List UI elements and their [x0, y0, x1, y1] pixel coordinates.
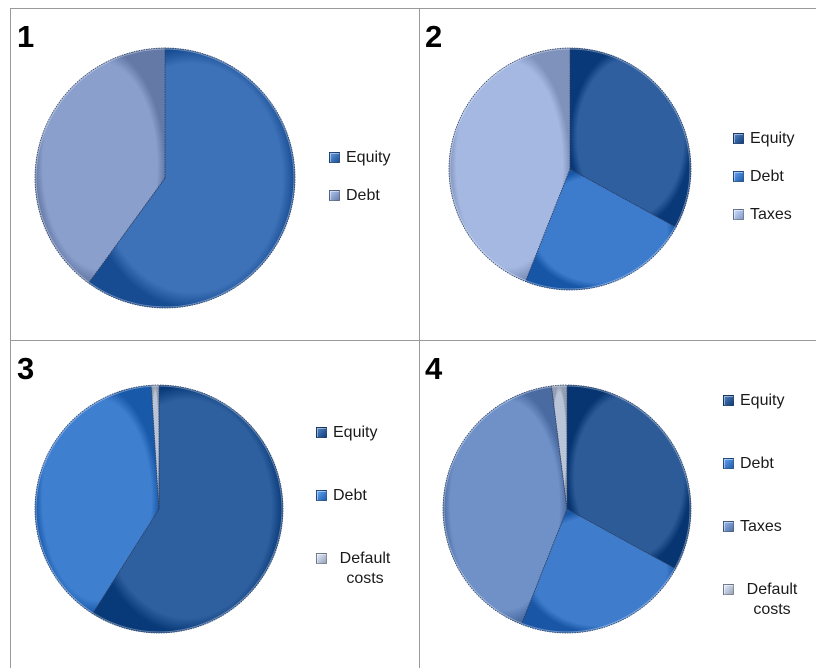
- legend-label: Equity: [750, 130, 795, 147]
- legend-item: Equity: [723, 391, 784, 411]
- pie-slice-debt: [520, 508, 677, 634]
- legend-swatch: [733, 133, 744, 144]
- legend-item: Taxes: [723, 517, 782, 537]
- legend-label: Default costs: [339, 550, 391, 587]
- pie-slice-debt: [524, 168, 677, 291]
- pie-slice-equity: [569, 47, 692, 228]
- legend-item: Equity: [316, 423, 377, 443]
- legend-swatch: [723, 395, 734, 406]
- legend-item: Debt: [723, 454, 774, 474]
- legend-label: Debt: [346, 187, 380, 204]
- legend-swatch: [329, 152, 340, 163]
- pie-slice-taxes: [442, 385, 568, 625]
- chart-panel-1: 1 Equity Debt: [10, 8, 420, 341]
- panel-number: 2: [425, 19, 443, 54]
- legend-label: Debt: [333, 487, 367, 504]
- pie-edge-highlight: [35, 48, 295, 308]
- pie-chart: [442, 384, 692, 634]
- legend-label: Default costs: [746, 581, 798, 618]
- legend-label: Taxes: [750, 206, 792, 223]
- panel-number: 3: [17, 351, 35, 386]
- legend-label: Taxes: [740, 518, 782, 535]
- legend-item: Equity: [733, 129, 794, 149]
- legend-label: Equity: [740, 392, 785, 409]
- pie-chart: [448, 47, 692, 291]
- legend-item: Debt: [316, 486, 367, 506]
- legend-item: Equity: [329, 148, 390, 168]
- pie-slice-default-costs: [551, 384, 568, 510]
- legend-label: Equity: [346, 149, 391, 166]
- pie-slice-taxes: [448, 47, 571, 283]
- pie-chart: [34, 384, 284, 634]
- pie-edge-highlight: [35, 385, 283, 633]
- chart-panel-4: 4 Equity Debt Taxes Default costs: [419, 340, 816, 668]
- pie-slice-debt: [34, 384, 160, 615]
- legend-label: Debt: [750, 168, 784, 185]
- legend-swatch: [733, 171, 744, 182]
- pie-slice-equity: [88, 47, 296, 309]
- legend-item: Default costs: [723, 580, 804, 620]
- chart-panel-3: 3 Equity Debt Default costs: [10, 340, 420, 668]
- pie-slice-equity: [92, 384, 284, 634]
- pie-chart: [34, 47, 296, 309]
- panel-number: 4: [425, 351, 443, 386]
- legend-swatch: [723, 458, 734, 469]
- pie-edge-highlight: [443, 385, 691, 633]
- pie-slice-equity: [566, 384, 692, 570]
- legend-swatch: [733, 209, 744, 220]
- legend-label: Debt: [740, 455, 774, 472]
- pie-edge-highlight: [449, 48, 691, 290]
- chart-panel-2: 2 Equity Debt Taxes: [419, 8, 816, 341]
- legend-item: Debt: [733, 167, 784, 187]
- legend-swatch: [329, 190, 340, 201]
- legend-swatch: [723, 521, 734, 532]
- legend-swatch: [316, 490, 327, 501]
- legend-swatch: [723, 584, 734, 595]
- legend-swatch: [316, 427, 327, 438]
- pie-slice-default-costs: [150, 384, 160, 510]
- legend-item: Debt: [329, 186, 380, 206]
- legend-swatch: [316, 553, 327, 564]
- legend-item: Default costs: [316, 549, 397, 589]
- legend-label: Equity: [333, 424, 378, 441]
- panel-number: 1: [17, 19, 35, 54]
- pie-slice-debt: [34, 47, 166, 284]
- legend-item: Taxes: [733, 205, 792, 225]
